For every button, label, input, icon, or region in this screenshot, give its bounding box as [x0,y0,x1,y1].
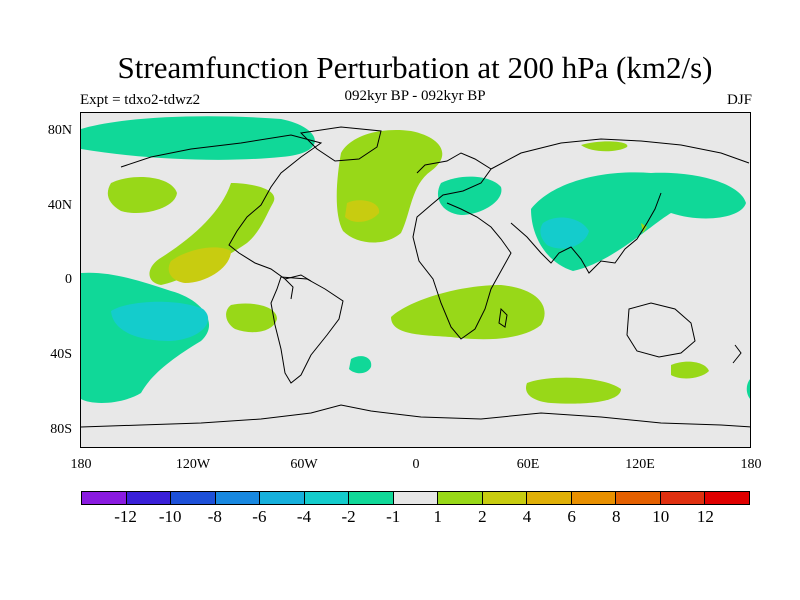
colorbar-tick-label: 10 [652,507,670,526]
colorbar-swatch [571,492,617,504]
lon-label-120e: 120E [625,457,655,472]
colorbar-tick-label: 6 [567,507,576,526]
colorbar-tick-label: 8 [611,507,621,526]
colorbar-tick-label: 4 [522,507,532,526]
colorbar-swatch [349,492,394,504]
lat-label-40s: 40S [50,347,72,362]
colorbar [81,491,750,505]
strong-negative-regions [111,217,589,341]
colorbar-tick-label: -6 [252,507,267,526]
colorbar-swatch [260,492,305,504]
colorbar-tick-label: -12 [114,507,137,526]
lon-label-0: 0 [412,457,420,472]
colorbar-tick-label: -4 [296,507,312,526]
colorbar-swatch [616,492,661,504]
colorbar-swatch [705,492,749,504]
season-label: DJF [726,92,752,108]
colorbar-swatch [438,492,483,504]
experiment-label: Expt = tdxo2-tdwz2 [80,92,201,108]
lon-label-180e: 180 [740,457,762,472]
colorbar-swatch [82,492,127,504]
lat-label-80s: 80S [50,422,72,437]
coastlines [81,126,750,428]
colorbar-swatch [215,492,261,504]
chart-subtitle: 092kyr BP - 092kyr BP [344,88,486,104]
map-panel [80,112,751,448]
strong-positive-regions [168,200,380,283]
lon-label-60e: 60E [516,457,540,472]
colorbar-tick-label: 1 [433,507,443,526]
chart-title: Streamfunction Perturbation at 200 hPa (… [117,50,713,85]
lat-label-80n: 80N [47,123,72,138]
colorbar-tick-label: 2 [478,507,487,526]
colorbar-swatch [482,492,528,504]
lon-label-60w: 60W [290,457,318,472]
lon-label-120w: 120W [175,457,211,472]
colorbar-tick-label: 12 [696,507,714,526]
colorbar-swatch [393,492,439,504]
lat-label-40n: 40N [47,198,72,213]
colorbar-swatch [126,492,172,504]
colorbar-swatch [304,492,350,504]
colorbar-tick-label: -1 [386,507,401,526]
colorbar-tick-label: -8 [207,507,222,526]
lon-label-180w: 180 [70,457,92,472]
colorbar-tick-label: -10 [158,507,182,526]
colorbar-swatch [660,492,706,504]
colorbar-swatch [171,492,216,504]
map-svg [81,113,750,447]
lat-label-0: 0 [65,272,72,287]
colorbar-swatch [527,492,572,504]
colorbar-tick-label: -2 [341,507,356,526]
